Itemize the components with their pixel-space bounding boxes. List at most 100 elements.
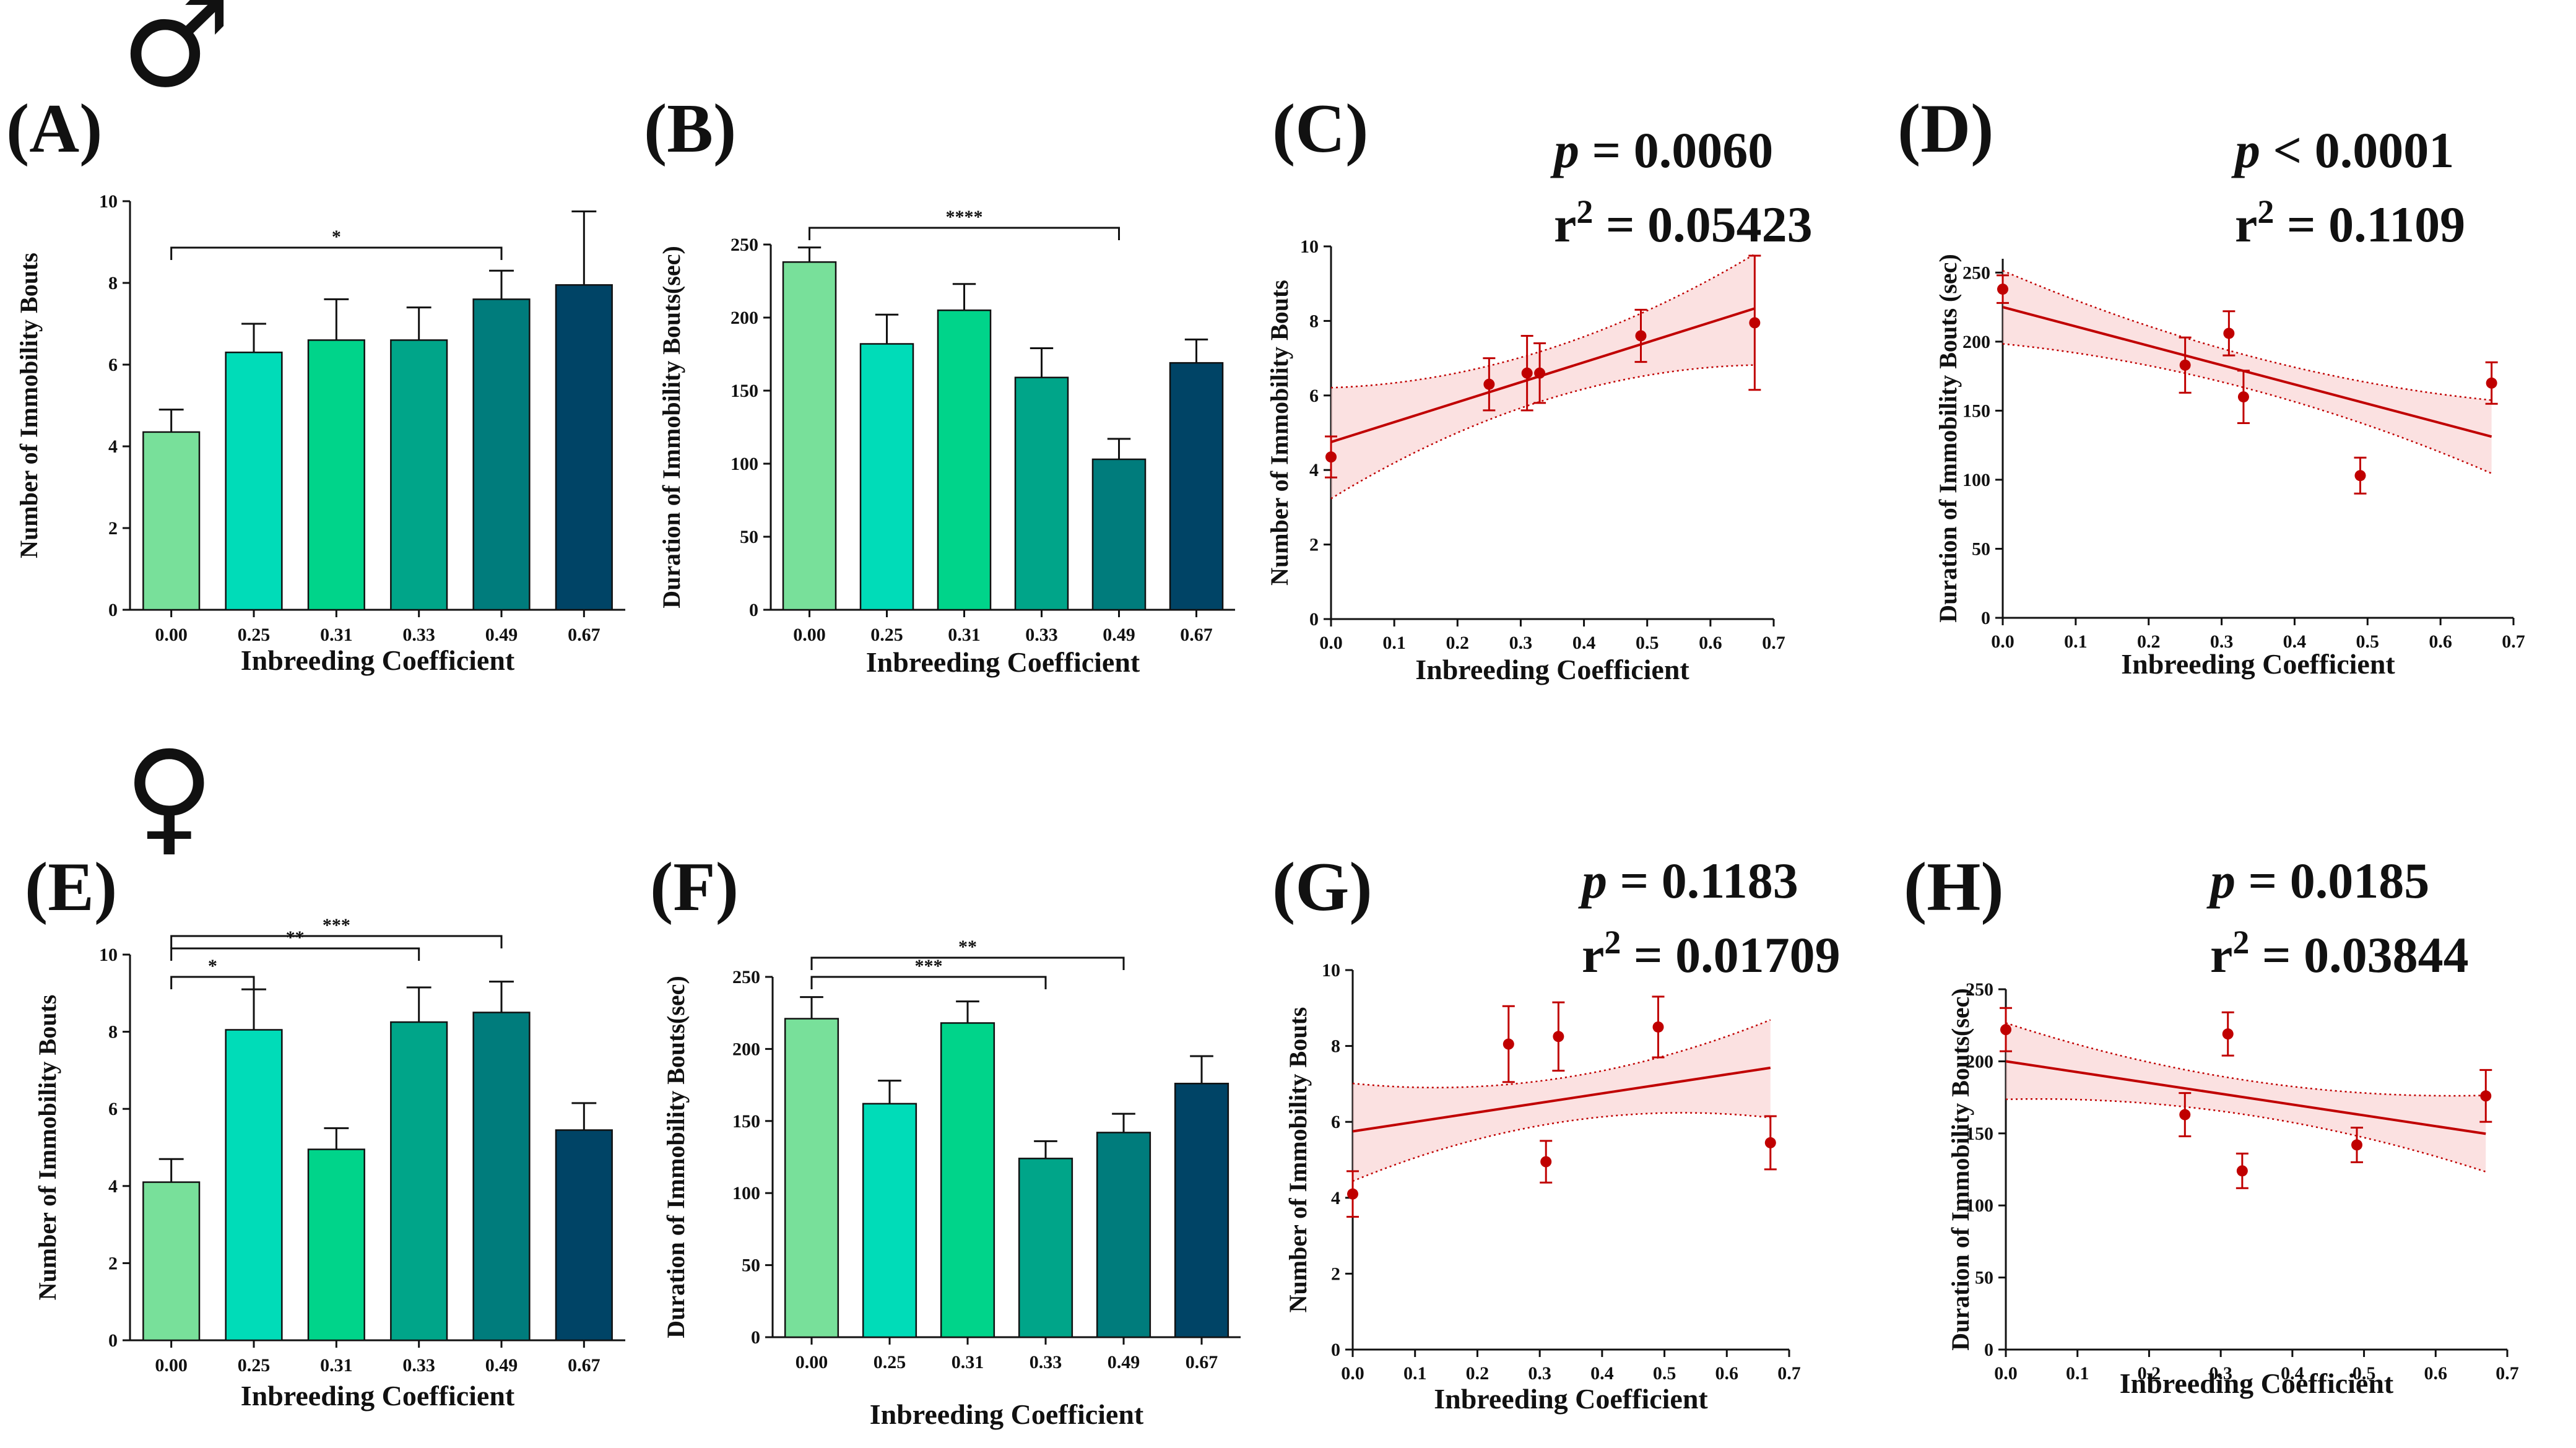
data-point [1652, 1021, 1664, 1033]
x-tick-label: 0.3 [2209, 1363, 2232, 1384]
r-squared: r2 = 0.1109 [2235, 193, 2465, 253]
data-point [1997, 284, 2008, 295]
y-tick-label: 6 [108, 1099, 118, 1119]
x-tick-label: 0.0 [1991, 631, 2014, 652]
x-tick-label: 0.0 [1319, 633, 1343, 653]
y-tick-label: 2 [1309, 535, 1319, 555]
y-tick-label: 0 [1981, 608, 1990, 628]
bar [1014, 376, 1069, 611]
y-tick-label: 50 [1972, 539, 1990, 559]
x-tick-label: 0.67 [1186, 1352, 1218, 1372]
confidence-lower [2002, 343, 2492, 474]
significance-bracket [170, 976, 255, 989]
x-tick-label: 0.49 [485, 625, 518, 645]
x-tick-label: 0.1 [1382, 633, 1406, 653]
significance-bracket [809, 227, 1120, 240]
panel-b: (B) 0 50 100 150 200 250 Inbreeding Coefficient… [644, 90, 1235, 678]
bar [225, 1029, 283, 1342]
y-tick-label: 250 [731, 235, 758, 255]
bar [142, 1181, 201, 1342]
y-tick-label: 0 [749, 600, 758, 620]
x-tick-label: 0.2 [1466, 1363, 1490, 1384]
significance-bracket [810, 956, 1125, 970]
x-tick-label: 0.6 [1699, 633, 1722, 653]
data-point [1540, 1156, 1552, 1168]
y-tick-label: 50 [742, 1255, 760, 1276]
x-tick-label: 0.3 [1509, 633, 1533, 653]
data-point [2223, 327, 2235, 339]
x-axis-label: Inbreeding Coefficient [2121, 648, 2395, 680]
y-tick-label: 6 [1309, 386, 1319, 406]
x-tick-label: 0.2 [1446, 633, 1470, 653]
x-tick-label: 0.00 [155, 1355, 188, 1376]
x-tick-label: 0.3 [1528, 1363, 1551, 1384]
p-value: p = 0.1183 [1578, 852, 1798, 909]
data-point [1521, 367, 1533, 379]
x-tick-label: 0.7 [1777, 1363, 1801, 1384]
y-tick-label: 8 [108, 273, 118, 293]
significance-label: *** [915, 956, 943, 976]
x-tick-label: 0.2 [2138, 1363, 2161, 1384]
x-tick-label: 0.1 [1403, 1363, 1427, 1384]
x-tick-label: 0.31 [952, 1352, 984, 1372]
y-tick-label: 4 [108, 1176, 118, 1197]
x-tick-label: 0.49 [485, 1355, 518, 1376]
y-tick-label: 250 [1966, 979, 1993, 1000]
y-axis-label: Duration of Immobility Bouts (sec) [1934, 254, 1962, 623]
data-point [1749, 317, 1761, 329]
confidence-lower [1352, 1112, 1771, 1182]
y-tick-label: 8 [108, 1022, 118, 1043]
bar [862, 1103, 917, 1338]
bar [1096, 1132, 1151, 1338]
x-tick-label: 0.6 [1715, 1363, 1739, 1384]
x-tick-label: 0.25 [238, 1355, 271, 1376]
x-axis-label: Inbreeding Coefficient [241, 644, 515, 676]
data-point [2351, 1139, 2362, 1151]
y-tick-label: 10 [99, 945, 118, 965]
x-axis-label: Inbreeding Coefficient [2120, 1368, 2394, 1399]
x-tick-label: 0.25 [870, 625, 903, 645]
x-tick-label: 0.0 [1994, 1363, 2018, 1384]
bar [940, 1022, 995, 1338]
x-tick-label: 0.0 [1341, 1363, 1364, 1384]
y-tick-label: 50 [740, 527, 758, 547]
y-tick-label: 10 [1300, 236, 1319, 257]
bar [142, 431, 201, 611]
x-axis-label: Inbreeding Coefficient [870, 1398, 1144, 1430]
data-point [2480, 1090, 2492, 1102]
y-tick-label: 250 [732, 967, 760, 987]
x-tick-label: 0.67 [568, 625, 601, 645]
x-tick-label: 0.25 [874, 1352, 906, 1372]
panel-letter: (B) [644, 90, 736, 167]
data-point [1635, 330, 1647, 342]
y-tick-label: 100 [732, 1183, 760, 1203]
panel-letter: (H) [1904, 849, 2004, 926]
x-tick-label: 0.67 [1180, 625, 1213, 645]
panel-letter: (A) [6, 90, 102, 167]
data-point [2354, 470, 2366, 482]
x-tick-label: 0.67 [568, 1355, 601, 1376]
bar [1018, 1158, 1073, 1338]
x-tick-label: 0.1 [2066, 1363, 2089, 1384]
y-tick-label: 6 [108, 355, 118, 375]
y-tick-label: 4 [108, 436, 118, 457]
data-point [2236, 1165, 2248, 1177]
data-point [1347, 1188, 1358, 1200]
x-tick-label: 0.49 [1108, 1352, 1140, 1372]
p-value: p < 0.0001 [2231, 122, 2454, 178]
panel-e: (E) 0 2 4 6 8 10 Inbreeding Coefficient Number o… [25, 849, 625, 1411]
y-tick-label: 200 [1962, 332, 1990, 352]
y-tick-label: 2 [1331, 1264, 1340, 1284]
y-axis-label: Number of Immobility Bouts [33, 995, 61, 1301]
x-tick-label: 0.00 [155, 625, 188, 645]
x-tick-label: 0.33 [402, 1355, 435, 1376]
x-tick-label: 0.4 [2281, 1363, 2304, 1384]
y-tick-label: 150 [731, 381, 758, 401]
x-tick-label: 0.5 [2353, 1363, 2376, 1384]
bar [390, 1021, 448, 1342]
x-tick-label: 0.2 [2137, 631, 2161, 652]
x-tick-label: 0.5 [2356, 631, 2380, 652]
significance-bracket [170, 947, 420, 961]
x-tick-label: 0.31 [948, 625, 981, 645]
